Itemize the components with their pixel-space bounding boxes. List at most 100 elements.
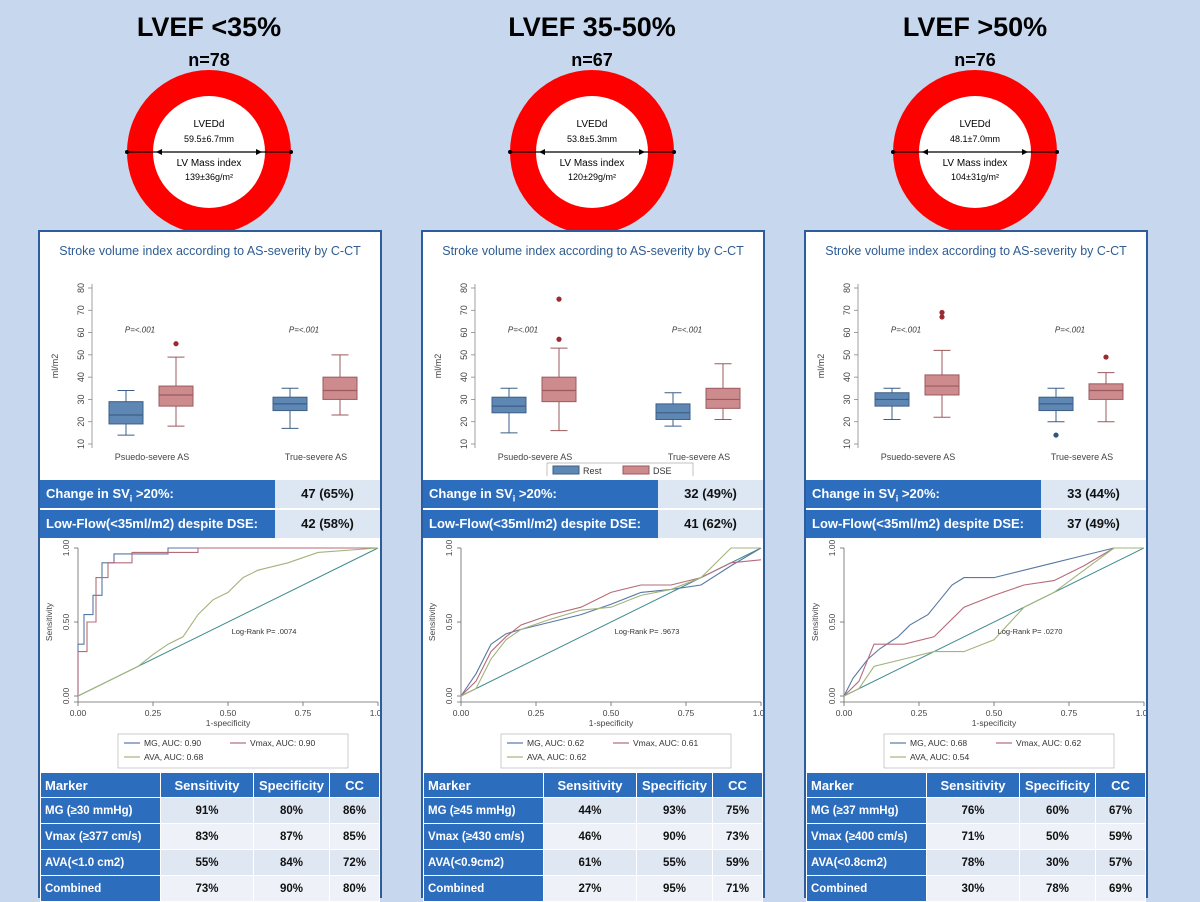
roc-legend: MG, AUC: 0.62 Vmax, AUC: 0.61 AVA, AUC: 0.… <box>500 733 732 769</box>
sample-size: n=78 <box>188 50 230 70</box>
sv-change-row: Change in SVi >20%: 33 (44%) <box>806 478 1146 508</box>
lvedd-value: 48.1±7.0mm <box>950 134 1000 144</box>
roc-curve-mg <box>77 547 378 696</box>
box-dse <box>924 374 960 396</box>
sv-change-label-text: Change in SV <box>46 486 130 501</box>
low-flow-row: Low-Flow(<35ml/m2) despite DSE: 41 (62%) <box>423 508 763 538</box>
table-header-row: Marker Sensitivity Specificity CC <box>422 772 763 798</box>
marker-name: AVA(<0.8cm2) <box>805 849 928 876</box>
marker-name: Vmax (≥400 cm/s) <box>805 823 928 850</box>
arrow-right-icon <box>256 149 262 155</box>
legend-label: MG, AUC: 0.90 <box>144 738 201 748</box>
lv-mass-value: 139±36g/m² <box>185 172 233 182</box>
y-tick-label: 70 <box>76 305 86 315</box>
y-tick-label: 0.00 <box>61 687 71 704</box>
outlier-point <box>939 309 945 316</box>
table-cell: 60% <box>1018 797 1097 824</box>
marker-name: AVA(<0.9cm2) <box>422 849 545 876</box>
y-tick-label: 50 <box>76 350 86 360</box>
y-tick-label: 60 <box>459 328 469 338</box>
sample-size: n=67 <box>571 50 613 70</box>
y-tick-label: 0.50 <box>827 613 837 630</box>
y-tick-label: 0.50 <box>61 613 71 630</box>
low-flow-label: Low-Flow(<35ml/m2) despite DSE: <box>806 510 1041 538</box>
x-tick-label: 0.50 <box>220 708 237 718</box>
lv-ring-diagram: LVEDd 53.8±5.3mm LV Mass index 120±29g/m² <box>508 70 676 230</box>
table-cell: 95% <box>635 875 714 902</box>
logrank-label: Log-Rank P= .0074 <box>232 627 297 636</box>
diameter-end-dot <box>289 150 293 154</box>
y-tick-label: 20 <box>76 417 86 427</box>
x-tick-label: 0.25 <box>911 708 928 718</box>
table-header-cell: Sensitivity <box>543 772 637 798</box>
y-axis-label: ml/m2 <box>433 354 443 379</box>
sv-change-label-suffix: >20%: <box>132 486 174 501</box>
table-cell: 78% <box>926 849 1020 876</box>
boxplot-chart: 10 20 30 40 50 60 70 80 ml/m2 Psuedo-severe AS Tru… <box>816 283 1124 462</box>
arrow-left-icon <box>539 149 545 155</box>
table-cell: 27% <box>543 875 637 902</box>
roc-curve-mg <box>460 547 762 697</box>
y-tick-label: 30 <box>459 394 469 404</box>
y-axis-label: ml/m2 <box>50 354 60 379</box>
x-tick-label: 0.00 <box>70 708 87 718</box>
sv-change-label-sub: i <box>129 493 133 504</box>
table-row: MG (≥37 mmHg) 76% 60% 67% <box>805 797 1146 824</box>
y-tick-label: 80 <box>76 283 86 293</box>
table-header-row: Marker Sensitivity Specificity CC <box>39 772 380 798</box>
table-cell: 44% <box>543 797 637 824</box>
table-cell: 93% <box>635 797 714 824</box>
roc-curve-ava <box>843 547 1144 697</box>
roc-curve-mg <box>843 547 1144 697</box>
legend-label: Vmax, AUC: 0.62 <box>1016 738 1081 748</box>
p-value-label: P=<.001 <box>508 326 538 335</box>
lv-ring-diagram: LVEDd 59.5±6.7mm LV Mass index 139±36g/m² <box>125 70 293 230</box>
table-cell: 46% <box>543 823 637 850</box>
legend-label: AVA, AUC: 0.62 <box>527 752 586 762</box>
lv-ring-diagram: LVEDd 48.1±7.0mm LV Mass index 104±31g/m² <box>891 70 1059 230</box>
roc-legend: MG, AUC: 0.68 Vmax, AUC: 0.62 AVA, AUC: 0.… <box>883 733 1115 769</box>
logrank-label: Log-Rank P= .9673 <box>615 627 680 636</box>
sv-change-row: Change in SVi >20%: 32 (49%) <box>423 478 763 508</box>
diameter-end-dot <box>125 150 129 154</box>
x-tick-label: 0.75 <box>678 708 695 718</box>
y-tick-label: 70 <box>842 305 852 315</box>
boxplot-title: Stroke volume index according to AS-seve… <box>442 244 744 258</box>
lvedd-value: 59.5±6.7mm <box>184 134 234 144</box>
marker-name: Combined <box>422 875 545 902</box>
outlier-point <box>556 296 562 302</box>
boxplot-legend: Rest DSE <box>546 462 694 476</box>
table-cell: 78% <box>1018 875 1097 902</box>
table-header-cell: Specificity <box>635 772 714 798</box>
table-cell: 59% <box>712 849 763 876</box>
table-row: AVA(<0.8cm2) 78% 30% 57% <box>805 849 1146 876</box>
lv-mass-label: LV Mass index <box>560 158 625 169</box>
table-cell: 57% <box>1095 849 1146 876</box>
y-tick-label: 20 <box>459 417 469 427</box>
y-tick-label: 30 <box>76 394 86 404</box>
outlier-point <box>556 336 562 342</box>
table-cell: 90% <box>635 823 714 850</box>
table-cell: 69% <box>1095 875 1146 902</box>
x-category-label: True-severe AS <box>668 452 730 462</box>
y-tick-label: 20 <box>842 417 852 427</box>
legend-label: Vmax, AUC: 0.61 <box>633 738 698 748</box>
marker-name: MG (≥30 mmHg) <box>39 797 162 824</box>
results-panel: Stroke volume index according to AS-seve… <box>804 230 1148 902</box>
box-dse <box>322 376 358 400</box>
x-tick-label: 0.25 <box>528 708 545 718</box>
low-flow-row: Low-Flow(<35ml/m2) despite DSE: 37 (49%) <box>806 508 1146 538</box>
sv-change-value: 32 (49%) <box>684 486 737 501</box>
sv-change-label-suffix: >20%: <box>515 486 557 501</box>
y-tick-label: 40 <box>459 372 469 382</box>
box-dse <box>541 376 577 403</box>
table-header-cell: Specificity <box>252 772 331 798</box>
legend-label: AVA, AUC: 0.54 <box>910 752 969 762</box>
x-category-label: Psuedo-severe AS <box>881 452 956 462</box>
boxplot-title: Stroke volume index according to AS-seve… <box>59 244 361 258</box>
table-header-cell: Marker <box>805 772 928 798</box>
table-cell: 71% <box>926 823 1020 850</box>
column-title: LVEF 35-50% <box>508 12 676 42</box>
low-flow-label: Low-Flow(<35ml/m2) despite DSE: <box>40 510 275 538</box>
marker-name: MG (≥45 mmHg) <box>422 797 545 824</box>
